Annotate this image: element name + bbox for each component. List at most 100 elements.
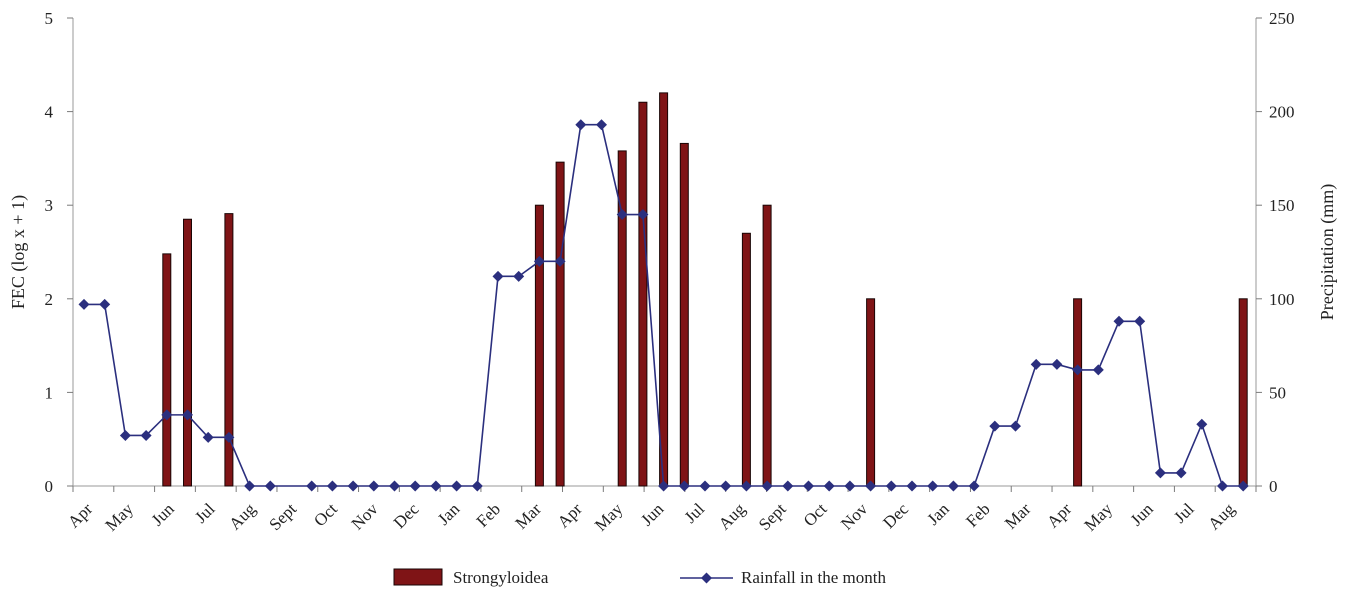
left-y-axis-title: FEC (log x + 1) <box>8 195 29 309</box>
rainfall-point <box>554 255 566 267</box>
x-tick-label: Sept <box>265 499 300 534</box>
left-y-tick-label: 1 <box>45 383 54 402</box>
left-y-tick-label: 0 <box>45 477 54 496</box>
rainfall-point <box>1175 467 1187 479</box>
rainfall-point <box>844 480 856 492</box>
rainfall-point <box>1030 358 1042 370</box>
x-tick-label: Aug <box>715 499 749 533</box>
bar <box>224 213 234 487</box>
rainfall-point <box>430 480 442 492</box>
legend-label-rainfall: Rainfall in the month <box>741 568 886 587</box>
rainfall-point <box>347 480 359 492</box>
x-tick-label: Feb <box>962 499 993 530</box>
x-tick-label: Dec <box>390 499 423 532</box>
right-y-tick-label: 200 <box>1269 103 1295 122</box>
x-tick-label: Apr <box>1043 499 1075 531</box>
rainfall-point <box>699 480 711 492</box>
rainfall-point <box>885 480 897 492</box>
right-y-ticks: 0 50 100 150 200 250 <box>1256 9 1295 496</box>
bar <box>162 253 172 487</box>
rainfall-point <box>658 480 670 492</box>
rainfall-point <box>244 480 256 492</box>
legend-bar-swatch <box>393 568 443 586</box>
rainfall-point <box>1154 467 1166 479</box>
rainfall-point <box>1196 418 1208 430</box>
left-y-tick-label: 2 <box>45 290 54 309</box>
x-tick-label: Jul <box>681 499 709 527</box>
x-tick-label: Jun <box>148 499 178 529</box>
x-tick-label: Mar <box>1001 499 1035 533</box>
rainfall-point <box>720 480 732 492</box>
rainfall-point <box>264 480 276 492</box>
bar <box>555 161 565 487</box>
rainfall-point <box>409 480 421 492</box>
bar <box>1238 298 1248 487</box>
x-tick-label: Jun <box>637 499 667 529</box>
rainfall-point <box>947 480 959 492</box>
x-ticks: Apr May Jun Jul Aug Sept Oct Nov Dec Jan Feb Mar Apr… <box>64 486 1257 535</box>
legend-item-rainfall: Rainfall in the month <box>680 568 886 587</box>
bar <box>741 232 751 487</box>
left-y-tick-label: 4 <box>45 103 54 122</box>
right-y-tick-label: 50 <box>1269 383 1286 402</box>
x-tick-label: May <box>102 499 138 535</box>
x-tick-label: Mar <box>511 499 545 533</box>
rainfall-point <box>575 119 587 131</box>
bar <box>1073 298 1083 487</box>
bar <box>762 204 772 487</box>
legend: Strongyloidea Rainfall in the month <box>393 568 886 587</box>
rainfall-point <box>451 480 463 492</box>
bar <box>183 218 192 487</box>
rainfall-point <box>119 429 131 441</box>
rainfall-point <box>989 420 1001 432</box>
rainfall-point <box>161 409 173 421</box>
x-tick-label: Nov <box>348 499 382 533</box>
x-tick-label: Jan <box>923 499 953 529</box>
bar <box>638 101 648 487</box>
rainfall-point <box>906 480 918 492</box>
rainfall-point <box>368 480 380 492</box>
left-y-tick-label: 5 <box>45 9 54 28</box>
legend-diamond-marker <box>701 572 712 584</box>
legend-label-strongyloidea: Strongyloidea <box>453 568 549 587</box>
rainfall-point <box>533 255 545 267</box>
x-tick-label: May <box>591 499 627 535</box>
rainfall-point <box>1237 480 1249 492</box>
x-tick-label: Feb <box>473 499 504 530</box>
rainfall-point <box>492 270 504 282</box>
rainfall-point <box>223 431 235 443</box>
rainfall-point <box>389 480 400 492</box>
x-tick-label: Sept <box>755 499 790 534</box>
rainfall-point <box>740 480 752 492</box>
bar-series-strongyloidea <box>162 92 1248 487</box>
rainfall-point <box>202 431 214 443</box>
x-tick-label: Apr <box>64 499 96 531</box>
rainfall-point <box>182 409 193 421</box>
x-tick-label: Jan <box>434 499 464 529</box>
rainfall-point <box>823 480 835 492</box>
left-y-ticks: 0 1 2 3 4 5 <box>45 9 73 496</box>
rainfall-point <box>1010 420 1021 432</box>
right-y-axis-title: Precipitation (mm) <box>1317 184 1338 320</box>
rainfall-point <box>1113 315 1125 327</box>
rainfall-point <box>927 480 939 492</box>
x-tick-label: Aug <box>1204 499 1238 533</box>
x-tick-label: Oct <box>310 499 341 530</box>
rainfall-point <box>782 480 794 492</box>
rainfall-point <box>513 270 525 282</box>
x-tick-label: Jul <box>191 499 219 527</box>
rainfall-point <box>803 480 814 492</box>
rainfall-point <box>1217 480 1228 492</box>
bar <box>617 150 627 487</box>
bar <box>659 92 669 487</box>
rainfall-point <box>1134 315 1146 327</box>
right-y-tick-label: 150 <box>1269 196 1295 215</box>
x-tick-label: Nov <box>837 499 871 533</box>
rainfall-point <box>306 480 318 492</box>
bar <box>534 204 544 487</box>
x-tick-label: Apr <box>554 499 586 531</box>
rainfall-point <box>1092 364 1104 376</box>
left-y-tick-label: 3 <box>45 196 54 215</box>
